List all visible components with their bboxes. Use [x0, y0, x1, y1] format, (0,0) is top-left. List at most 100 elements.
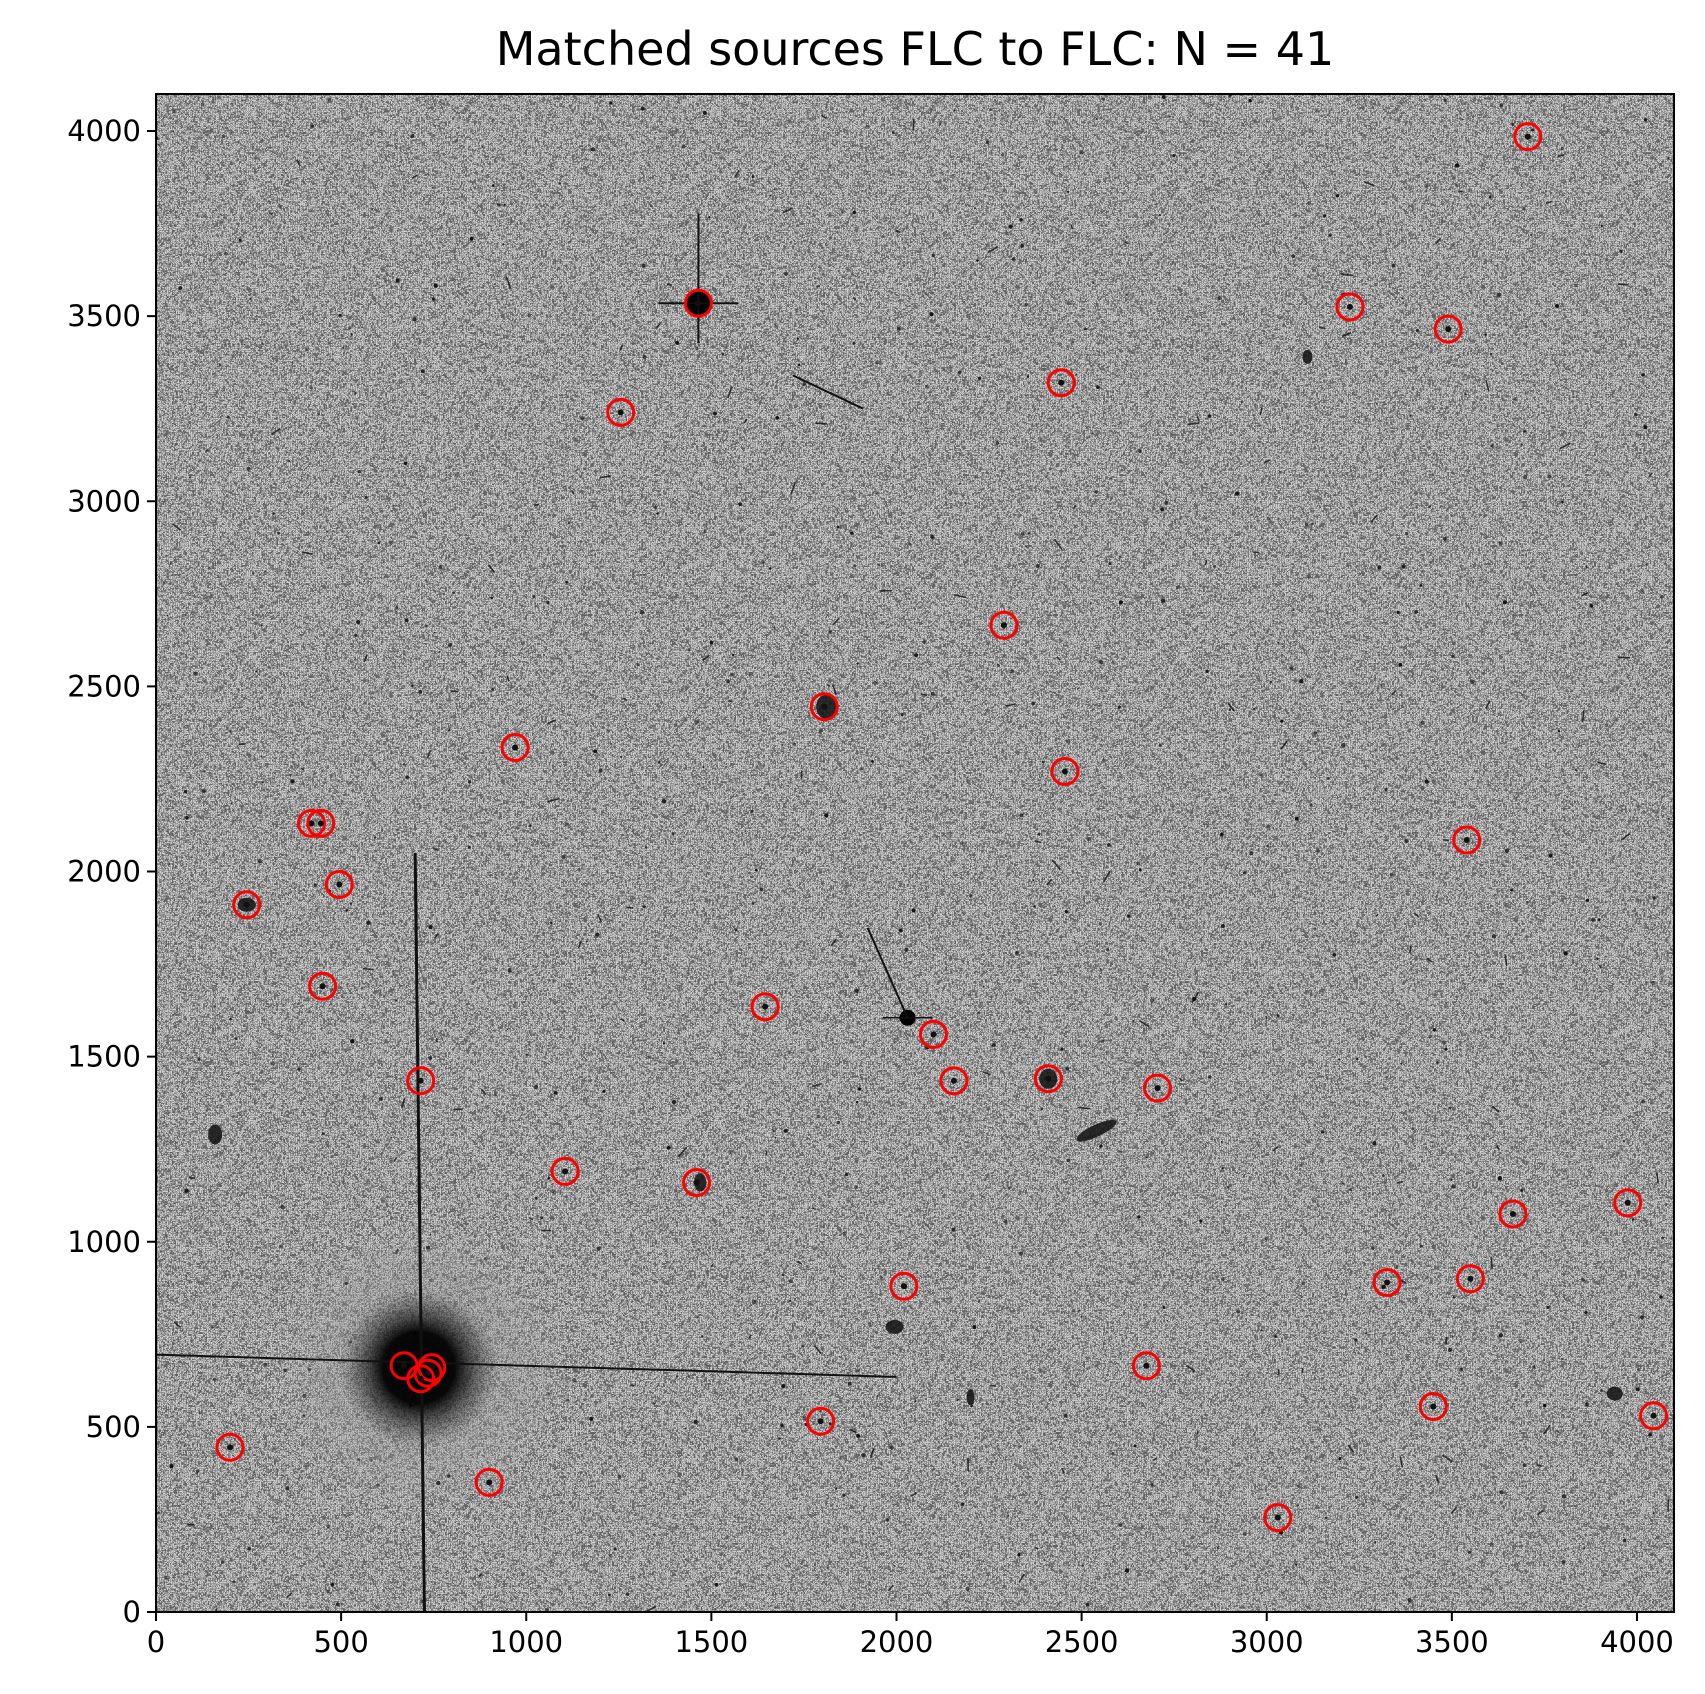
y-tick-label: 500 [86, 1410, 141, 1444]
sky-speck [609, 1554, 613, 1558]
sky-speck [401, 1529, 404, 1531]
source-dot [1384, 1279, 1391, 1286]
sky-speck [930, 535, 934, 539]
cosmic-ray-streak [849, 1428, 857, 1434]
sky-speck [1645, 387, 1648, 389]
sky-speck [1276, 1014, 1280, 1018]
x-tick-label: 1500 [674, 1625, 748, 1659]
sky-speck [1332, 1346, 1335, 1349]
sky-speck [272, 1435, 274, 1438]
sky-speck [326, 1589, 330, 1594]
sky-speck [543, 785, 545, 787]
sky-speck [876, 1395, 879, 1397]
sky-speck [370, 208, 374, 211]
sky-speck [1335, 194, 1339, 198]
sky-speck [721, 353, 725, 356]
sky-speck [701, 1007, 705, 1011]
sky-speck [1064, 910, 1069, 914]
sky-speck [1289, 928, 1293, 932]
matched-source-marker [1335, 292, 1365, 322]
sky-speck [1107, 843, 1111, 847]
sky-speck [687, 1374, 691, 1378]
sky-speck [1455, 183, 1458, 187]
sky-speck [1138, 449, 1142, 454]
sky-speck [1377, 565, 1382, 570]
cosmic-ray-streak [362, 967, 374, 971]
sky-speck [1132, 1019, 1134, 1022]
sky-speck [1422, 1605, 1425, 1607]
sky-speck [977, 1299, 981, 1303]
sky-speck [893, 1564, 895, 1567]
sky-speck [1561, 1560, 1566, 1564]
sky-speck [285, 1486, 290, 1491]
sky-speck [1172, 154, 1176, 158]
sky-speck [1266, 517, 1271, 521]
cosmic-ray-streak [797, 1260, 803, 1265]
sky-speck [277, 531, 281, 535]
sky-speck [1309, 803, 1313, 807]
sky-speck [900, 713, 904, 717]
cosmic-ray-streak [666, 283, 672, 286]
sky-speck [760, 887, 764, 892]
sky-speck [850, 531, 854, 535]
sky-speck [773, 626, 776, 629]
sky-speck [447, 643, 453, 648]
sky-speck [1645, 452, 1648, 455]
cosmic-ray-streak [577, 941, 582, 949]
sky-speck [1340, 208, 1342, 210]
sky-speck [1468, 1550, 1471, 1554]
sky-speck [1140, 854, 1145, 859]
sky-speck [836, 525, 840, 529]
sky-speck [560, 1510, 564, 1513]
cosmic-ray-streak [286, 1592, 293, 1598]
sky-speck [1623, 505, 1626, 508]
sky-speck [1236, 1309, 1241, 1314]
sky-speck [1448, 1106, 1452, 1110]
cosmic-ray-streak [450, 690, 459, 693]
sky-speck [1028, 382, 1031, 384]
cosmic-ray-streak [1656, 1172, 1659, 1184]
sky-speck [502, 1100, 504, 1102]
sky-speck [1656, 1570, 1659, 1573]
sky-speck [1461, 118, 1464, 121]
matched-source-marker [324, 870, 354, 899]
sky-speck [491, 687, 495, 691]
source-dot [617, 409, 624, 416]
sky-speck [1221, 1277, 1225, 1282]
sky-speck [1583, 1547, 1586, 1550]
sky-speck [354, 633, 358, 637]
sky-speck [279, 1244, 284, 1249]
sky-speck [1332, 953, 1337, 957]
sky-speck [200, 102, 205, 106]
sky-speck [234, 1037, 238, 1040]
sky-speck [557, 266, 561, 271]
sky-speck [1561, 1358, 1564, 1361]
y-tick-label: 3000 [67, 484, 141, 518]
sky-speck [587, 1385, 589, 1387]
sky-speck [402, 763, 405, 766]
cosmic-ray-streak [1018, 1573, 1026, 1583]
sky-speck [879, 1276, 884, 1280]
sky-speck [602, 1089, 606, 1093]
sky-speck [395, 278, 400, 283]
source-dot [900, 1283, 907, 1290]
sky-speck [1080, 1316, 1083, 1318]
sky-speck [1099, 968, 1102, 971]
sky-speck [503, 203, 506, 206]
sky-speck [647, 1055, 651, 1059]
y-axis: 0 500 1000 1500 2000 2500 3000 3500 4000 [67, 114, 156, 1629]
sky-speck [252, 572, 255, 575]
matched-source-marker [1033, 1064, 1063, 1094]
matched-source-marker [750, 992, 780, 1022]
cosmic-ray-streak [1597, 761, 1607, 765]
sky-speck [1495, 594, 1499, 598]
sky-speck [1452, 1296, 1455, 1299]
sky-speck [1158, 475, 1160, 478]
sky-speck [1369, 866, 1374, 871]
sky-speck [1280, 654, 1284, 658]
sky-speck [564, 822, 569, 827]
sky-speck [572, 1378, 577, 1383]
sky-speck [1375, 402, 1378, 405]
sky-speck [280, 826, 282, 829]
sky-speck [444, 166, 447, 169]
